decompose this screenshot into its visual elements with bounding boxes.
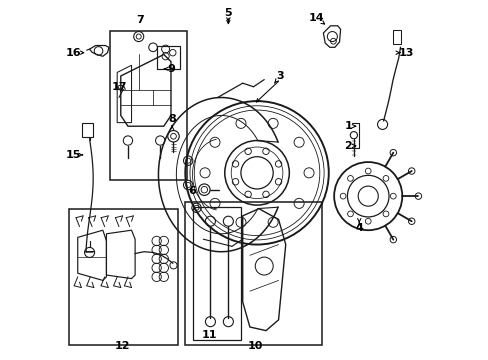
Text: 17: 17 bbox=[112, 82, 127, 93]
Text: 7: 7 bbox=[136, 15, 144, 26]
Bar bbox=[156, 45, 180, 69]
Bar bbox=[82, 123, 93, 137]
Text: 12: 12 bbox=[115, 341, 130, 351]
Bar bbox=[185, 202, 321, 345]
Text: 2: 2 bbox=[344, 141, 352, 151]
Bar bbox=[192, 207, 241, 339]
Text: 14: 14 bbox=[308, 13, 324, 23]
Text: 8: 8 bbox=[168, 114, 176, 124]
Text: 10: 10 bbox=[247, 341, 263, 351]
Bar bbox=[392, 30, 400, 44]
Text: 3: 3 bbox=[276, 71, 284, 81]
Text: 11: 11 bbox=[201, 330, 217, 340]
Text: 1: 1 bbox=[344, 121, 352, 131]
Bar bbox=[69, 209, 178, 345]
Text: 16: 16 bbox=[65, 48, 81, 58]
Text: 13: 13 bbox=[398, 48, 413, 58]
Text: 6: 6 bbox=[188, 186, 196, 197]
Bar bbox=[110, 31, 187, 180]
Text: 9: 9 bbox=[167, 64, 175, 74]
Text: 15: 15 bbox=[65, 150, 81, 160]
Text: 5: 5 bbox=[224, 8, 232, 18]
Text: 4: 4 bbox=[355, 224, 363, 233]
